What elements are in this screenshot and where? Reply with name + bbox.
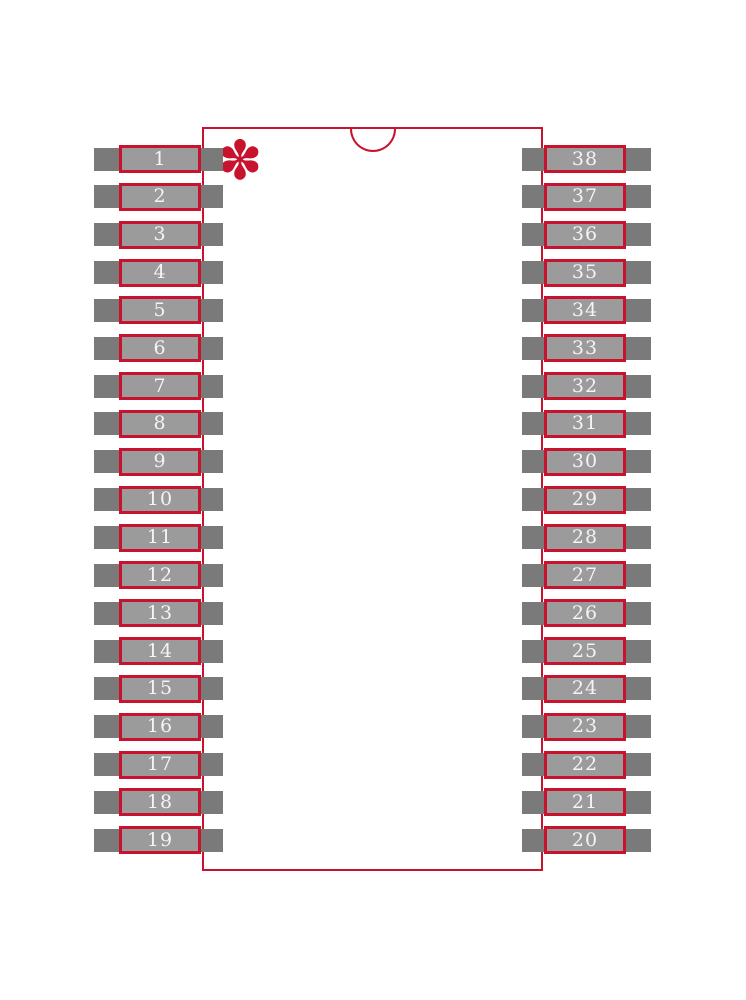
pin-number: 3 bbox=[153, 223, 167, 246]
pin-number: 19 bbox=[146, 828, 174, 851]
pin-lead-outline: 10 bbox=[119, 485, 201, 514]
pin-lead-outline: 17 bbox=[119, 750, 201, 779]
pin-number: 25 bbox=[571, 639, 599, 662]
pin-lead-outline: 19 bbox=[119, 826, 201, 855]
pin-lead-outline: 35 bbox=[544, 258, 626, 287]
pin-number: 9 bbox=[153, 450, 167, 473]
pin-number: 37 bbox=[571, 185, 599, 208]
pin-lead-outline: 1 bbox=[119, 145, 201, 173]
pin-number: 29 bbox=[571, 488, 599, 511]
pin-number: 24 bbox=[571, 677, 599, 700]
pin-lead-outline: 6 bbox=[119, 334, 201, 363]
pin-number: 38 bbox=[571, 147, 599, 170]
pin-lead-outline: 18 bbox=[119, 788, 201, 817]
pin-number: 20 bbox=[571, 828, 599, 851]
pin-number: 7 bbox=[153, 374, 167, 397]
pin-number: 27 bbox=[571, 563, 599, 586]
pin-lead-outline: 12 bbox=[119, 561, 201, 590]
pin-lead-outline: 33 bbox=[544, 334, 626, 363]
pin-number: 4 bbox=[153, 261, 167, 284]
pin-lead-outline: 15 bbox=[119, 674, 201, 703]
pin-number: 17 bbox=[146, 753, 174, 776]
pin-lead-outline: 8 bbox=[119, 409, 201, 438]
pin1-marker-icon: ✽ bbox=[217, 128, 263, 192]
pin-number: 34 bbox=[571, 298, 599, 321]
pin-number: 22 bbox=[571, 753, 599, 776]
pin-lead-outline: 36 bbox=[544, 220, 626, 249]
pin-lead-outline: 13 bbox=[119, 599, 201, 628]
pin-number: 33 bbox=[571, 336, 599, 359]
pin-lead-outline: 20 bbox=[544, 826, 626, 855]
pin-number: 32 bbox=[571, 374, 599, 397]
pin-number: 21 bbox=[571, 790, 599, 813]
pin-lead-outline: 25 bbox=[544, 637, 626, 666]
pin-lead-outline: 34 bbox=[544, 296, 626, 325]
pin-lead-outline: 31 bbox=[544, 409, 626, 438]
pin-lead-outline: 9 bbox=[119, 447, 201, 476]
pin-lead-outline: 7 bbox=[119, 372, 201, 401]
pin-number: 28 bbox=[571, 526, 599, 548]
pin-lead-outline: 27 bbox=[544, 561, 626, 590]
pin-lead-outline: 21 bbox=[544, 788, 626, 817]
pin-lead-outline: 14 bbox=[119, 637, 201, 666]
pin-number: 12 bbox=[146, 563, 174, 586]
pin-lead-outline: 22 bbox=[544, 750, 626, 779]
pin-number: 6 bbox=[153, 336, 167, 359]
pin-lead-outline: 2 bbox=[119, 182, 201, 211]
pin-number: 30 bbox=[571, 450, 599, 473]
pin-number: 26 bbox=[571, 601, 599, 624]
package-body-outline bbox=[202, 127, 543, 871]
pin-number: 36 bbox=[571, 223, 599, 246]
pin-number: 16 bbox=[146, 715, 174, 738]
pin-lead-outline: 29 bbox=[544, 485, 626, 514]
pin-number: 13 bbox=[146, 601, 174, 624]
pin-number: 23 bbox=[571, 715, 599, 738]
pin-lead-outline: 5 bbox=[119, 296, 201, 325]
pin-number: 35 bbox=[571, 261, 599, 284]
pin-lead-outline: 28 bbox=[544, 523, 626, 552]
pin-lead-outline: 23 bbox=[544, 712, 626, 741]
pin-lead-outline: 30 bbox=[544, 447, 626, 476]
pin-number: 1 bbox=[153, 147, 167, 170]
pin-lead-outline: 24 bbox=[544, 674, 626, 703]
pin-lead-outline: 3 bbox=[119, 220, 201, 249]
pin-lead-outline: 32 bbox=[544, 372, 626, 401]
pin-number: 8 bbox=[153, 412, 167, 435]
pin-number: 15 bbox=[146, 677, 174, 700]
pin-lead-outline: 16 bbox=[119, 712, 201, 741]
pin-lead-outline: 37 bbox=[544, 182, 626, 211]
pin-number: 2 bbox=[153, 185, 167, 208]
pin-lead-outline: 38 bbox=[544, 145, 626, 173]
pin-number: 5 bbox=[153, 298, 167, 321]
pin-number: 18 bbox=[146, 790, 174, 813]
pin-number: 11 bbox=[146, 526, 174, 548]
pin-lead-outline: 11 bbox=[119, 523, 201, 552]
pin-lead-outline: 4 bbox=[119, 258, 201, 287]
pin-lead-outline: 26 bbox=[544, 599, 626, 628]
pin-number: 31 bbox=[571, 412, 599, 435]
pin-number: 14 bbox=[146, 639, 174, 662]
pin-number: 10 bbox=[146, 488, 174, 511]
